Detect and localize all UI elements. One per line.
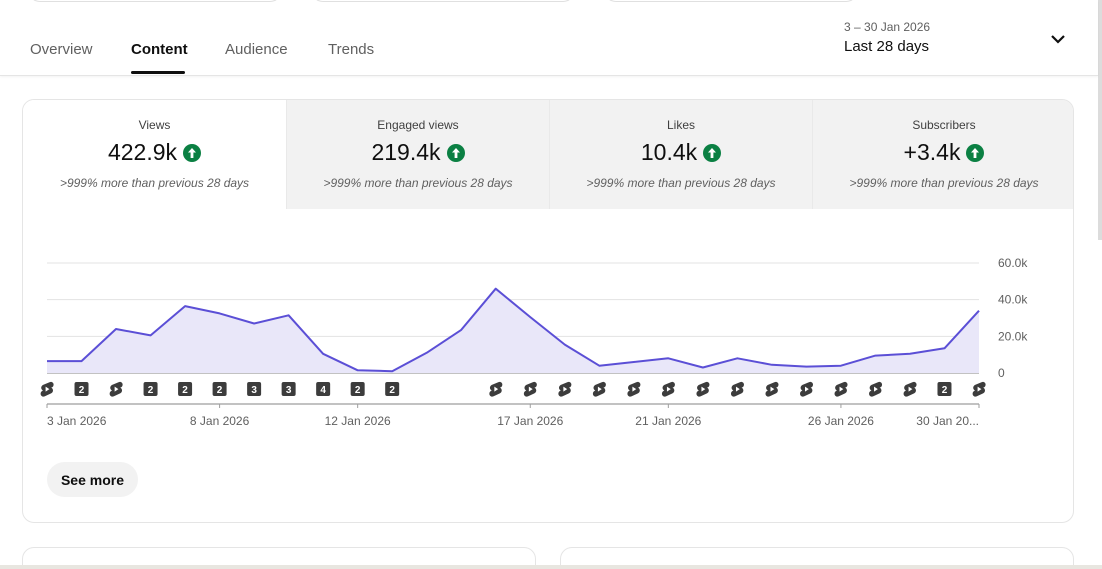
video-count-label: 2 <box>217 385 223 396</box>
shorts-icon <box>696 381 710 397</box>
metric-label: Views <box>138 118 171 132</box>
video-count-badge <box>178 382 193 396</box>
arrow-up-icon <box>183 143 202 162</box>
metric-likes[interactable]: Likes 10.4k >999% more than previous 28 … <box>549 100 812 209</box>
shorts-icon <box>903 381 917 397</box>
video-count-badge <box>385 382 400 396</box>
date-range-selector[interactable]: 3 – 30 Jan 2026 Last 28 days <box>844 20 930 55</box>
shorts-icon <box>800 381 814 397</box>
y-tick-label: 20.0k <box>998 329 1028 343</box>
x-tick-label: 12 Jan 2026 <box>325 414 391 428</box>
shorts-icon <box>661 381 675 397</box>
metric-tabs: Views 422.9k >999% more than previous 28… <box>23 100 1073 209</box>
metric-value: 422.9k <box>107 139 178 165</box>
bottom-card-right <box>560 547 1074 569</box>
tab-overview[interactable]: Overview <box>30 41 93 58</box>
views-chart: 0 20.0k 40.0k 60.0k 2 2 2 2 3 3 4 2 2 2 3 Jan 2026 8 Ja… <box>0 0 1102 440</box>
metric-value: 10.4k <box>640 139 698 165</box>
y-tick-label: 40.0k <box>998 293 1028 307</box>
x-tick-label: 26 Jan 2026 <box>808 414 874 428</box>
metric-value: 219.4k <box>371 139 441 165</box>
video-count-badge <box>212 382 227 396</box>
video-count-badge <box>937 382 952 396</box>
views-line <box>47 287 980 373</box>
x-tick-label: 21 Jan 2026 <box>635 414 701 428</box>
metric-label: Likes <box>666 118 695 132</box>
video-count-label: 2 <box>355 385 361 396</box>
metric-subscribers[interactable]: Subscribers +3.4k >999% more than previo… <box>812 100 1073 209</box>
views-chart-svg[interactable]: 0 20.0k 40.0k 60.0k 2 2 2 2 3 3 4 2 2 2 3 Jan 2026 8 Ja… <box>0 0 1102 440</box>
video-count-label: 3 <box>286 385 292 396</box>
metric-engaged-views[interactable]: Engaged views 219.4k >999% more than pre… <box>286 100 549 209</box>
metric-label: Subscribers <box>912 118 976 132</box>
see-more-button[interactable]: See more <box>47 462 138 497</box>
metric-change: >999% more than previous 28 days <box>586 176 776 190</box>
active-tab-indicator <box>131 71 185 74</box>
y-tick-label: 0 <box>998 366 1005 380</box>
views-area <box>47 288 979 373</box>
video-count-label: 2 <box>182 385 188 396</box>
shorts-icon <box>489 381 503 397</box>
shorts-icon <box>972 381 986 397</box>
metric-views[interactable]: Views 422.9k >999% more than previous 28… <box>23 100 286 209</box>
video-count-label: 4 <box>320 385 326 396</box>
shorts-icon <box>834 381 848 397</box>
bottom-edge <box>0 565 1102 569</box>
x-tick-label: 17 Jan 2026 <box>497 414 563 428</box>
bottom-card-left <box>22 547 536 569</box>
x-tick-label: 8 Jan 2026 <box>190 414 250 428</box>
shorts-icon <box>627 381 641 397</box>
arrow-up-icon <box>966 143 985 162</box>
shorts-icon <box>558 381 572 397</box>
video-count-label: 2 <box>389 385 395 396</box>
date-range-dates: 3 – 30 Jan 2026 <box>844 20 931 34</box>
shorts-icon <box>523 381 537 397</box>
video-count-badge <box>281 382 296 396</box>
metric-change: >999% more than previous 28 days <box>323 176 513 190</box>
video-count-badge <box>316 382 331 396</box>
video-count-label: 2 <box>148 385 154 396</box>
shorts-icon <box>40 381 54 397</box>
metric-value: +3.4k <box>903 139 961 165</box>
arrow-up-icon <box>446 143 465 162</box>
video-count-badge <box>143 382 158 396</box>
tab-audience[interactable]: Audience <box>225 41 288 58</box>
scrollbar[interactable] <box>1098 0 1102 240</box>
tab-bar: Overview Content Audience Trends 3 – 30 … <box>0 0 1098 76</box>
video-count-label: 2 <box>942 385 948 396</box>
video-count-label: 3 <box>251 385 257 396</box>
shorts-icon <box>730 381 744 397</box>
tab-content[interactable]: Content <box>131 41 188 58</box>
video-count-label: 2 <box>79 385 85 396</box>
video-count-badge <box>350 382 365 396</box>
x-tick-label: 30 Jan 20... <box>916 414 979 428</box>
y-tick-label: 60.0k <box>998 256 1028 270</box>
metric-change: >999% more than previous 28 days <box>849 176 1039 190</box>
metric-change: >999% more than previous 28 days <box>59 176 250 190</box>
arrow-up-icon <box>703 143 722 162</box>
shorts-icon <box>765 381 779 397</box>
x-tick-label: 3 Jan 2026 <box>47 414 107 428</box>
shorts-icon <box>109 381 123 397</box>
tab-trends[interactable]: Trends <box>328 41 375 58</box>
metric-label: Engaged views <box>377 118 459 132</box>
shorts-icon <box>592 381 606 397</box>
date-range-label: Last 28 days <box>844 38 930 55</box>
shorts-icon <box>869 381 883 397</box>
chevron-down-icon[interactable] <box>1049 32 1067 46</box>
video-count-badge <box>74 382 89 396</box>
video-count-badge <box>247 382 262 396</box>
